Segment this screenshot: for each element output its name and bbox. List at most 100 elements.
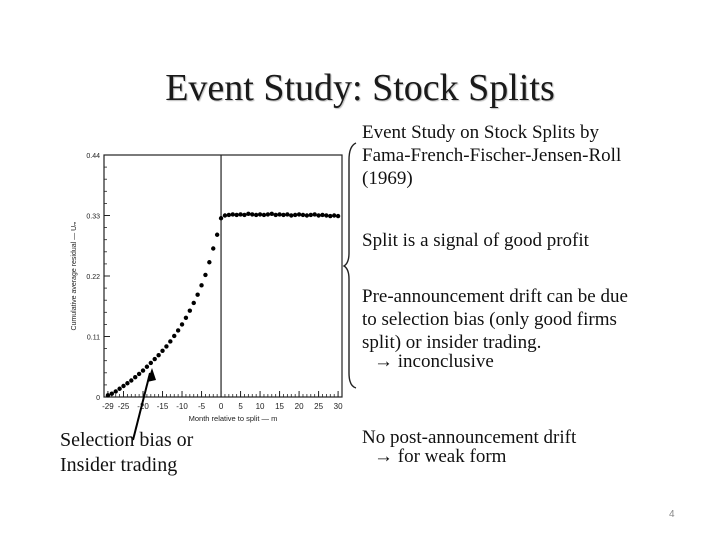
- data-point: [136, 371, 142, 377]
- data-point: [242, 212, 247, 218]
- data-point: [160, 348, 165, 353]
- data-point: [218, 216, 224, 221]
- study-description: Event Study on Stock Splits by Fama-Fren…: [362, 121, 621, 190]
- y-tick-label: 0.44: [86, 153, 100, 160]
- y-tick-label: 0.33: [86, 214, 100, 221]
- data-point: [164, 344, 169, 349]
- x-tick-label: -5: [198, 402, 206, 411]
- data-point: [199, 283, 204, 288]
- data-point: [140, 368, 146, 373]
- data-point: [230, 212, 235, 217]
- data-point: [183, 315, 189, 320]
- data-point: [324, 213, 329, 218]
- data-point: [292, 212, 298, 218]
- data-point: [175, 328, 181, 333]
- right-brace: [342, 142, 357, 389]
- data-point: [250, 212, 255, 217]
- weak-form-note: → for weak form: [374, 446, 507, 467]
- data-point: [308, 212, 313, 218]
- data-point: [172, 333, 177, 339]
- data-point: [105, 393, 111, 398]
- data-point: [195, 292, 200, 297]
- y-axis-label: Cumulative average residual — Uₘ: [71, 221, 78, 330]
- scatter-chart: -29 -25 -20 -15 -10 -5 0 5 10 15 20 25 30 0 0.11 0.22 0.…: [71, 153, 343, 423]
- annotation-arrow-line: [132, 372, 151, 441]
- data-point: [226, 212, 232, 218]
- x-tick-label: -15: [157, 402, 169, 411]
- data-point: [113, 389, 118, 394]
- selection-bias-line-1: Selection bias or: [60, 429, 194, 451]
- data-point: [144, 364, 150, 369]
- post-note-line-1: No post-announcement drift: [362, 427, 577, 448]
- data-point: [261, 212, 267, 218]
- data-point: [222, 213, 228, 218]
- data-point: [234, 212, 239, 218]
- data-point: [304, 213, 310, 218]
- data-point: [121, 383, 126, 389]
- chart-points: [105, 211, 341, 398]
- data-point: [211, 246, 216, 251]
- y-tick-label: 0.11: [87, 335, 100, 342]
- data-point: [191, 300, 196, 306]
- data-point: [168, 339, 173, 344]
- data-point: [238, 212, 243, 217]
- chart-axes: -29 -25 -20 -15 -10 -5 0 5 10 15 20 25 30 0 0.11 0.22 0.…: [71, 153, 343, 423]
- x-tick-label: 15: [275, 402, 284, 411]
- data-point: [109, 391, 115, 396]
- x-tick-label: 0: [219, 402, 224, 411]
- post-announcement-note: No post-announcement drift → for weak fo…: [362, 426, 576, 468]
- x-tick-label: -25: [118, 402, 130, 411]
- slide-title: Event Study: Stock Splits: [165, 67, 555, 109]
- data-point: [331, 213, 337, 218]
- x-tick-label: 20: [295, 402, 304, 411]
- data-point: [125, 381, 130, 386]
- description-line-3: (1969): [362, 168, 413, 189]
- x-tick-label: 25: [314, 402, 323, 411]
- data-point: [179, 322, 185, 327]
- data-point: [335, 213, 341, 219]
- data-point: [156, 353, 161, 358]
- data-point: [277, 212, 282, 217]
- pre-announcement-note: Pre-announcement drift can be due to sel…: [362, 285, 628, 373]
- data-point: [328, 213, 333, 219]
- data-point: [214, 232, 220, 237]
- selection-bias-line-2: Insider trading: [60, 454, 178, 476]
- inconclusive-note: → inconclusive: [374, 351, 494, 372]
- data-point: [246, 211, 251, 217]
- data-point: [152, 356, 157, 362]
- x-tick-label: 10: [256, 402, 265, 411]
- x-tick-label: -20: [137, 402, 149, 411]
- data-point: [312, 212, 317, 217]
- data-point: [187, 308, 193, 313]
- data-point: [269, 211, 274, 217]
- x-tick-label: 30: [334, 402, 343, 411]
- description-line-1: Event Study on Stock Splits by: [362, 122, 599, 143]
- data-point: [273, 212, 278, 218]
- page-number: 4: [669, 509, 675, 520]
- pre-note-line-3: split) or insider trading.: [362, 332, 542, 353]
- data-point: [285, 212, 290, 217]
- data-point: [296, 212, 302, 217]
- data-point: [203, 272, 208, 278]
- data-point: [207, 260, 212, 265]
- x-tick-label: -29: [102, 402, 114, 411]
- data-point: [320, 212, 325, 218]
- description-line-2: Fama-French-Fischer-Jensen-Roll: [362, 145, 622, 166]
- x-axis-label: Month relative to split — m: [189, 414, 278, 423]
- signal-note: Split is a signal of good profit: [362, 230, 589, 251]
- data-point: [316, 213, 321, 218]
- data-point: [265, 212, 271, 217]
- x-tick-label: -10: [176, 402, 188, 411]
- selection-bias-note: Selection bias or Insider trading: [60, 428, 193, 478]
- data-point: [257, 212, 263, 217]
- pre-note-line-1: Pre-announcement drift can be due: [362, 286, 628, 307]
- pre-note-line-2: to selection bias (only good firms: [362, 309, 617, 330]
- data-point: [289, 213, 294, 218]
- y-tick-label: 0: [96, 395, 100, 402]
- data-point: [117, 386, 122, 391]
- data-point: [300, 212, 306, 218]
- y-tick-label: 0.22: [86, 274, 100, 281]
- x-tick-label: 5: [238, 402, 243, 411]
- data-point: [281, 212, 286, 218]
